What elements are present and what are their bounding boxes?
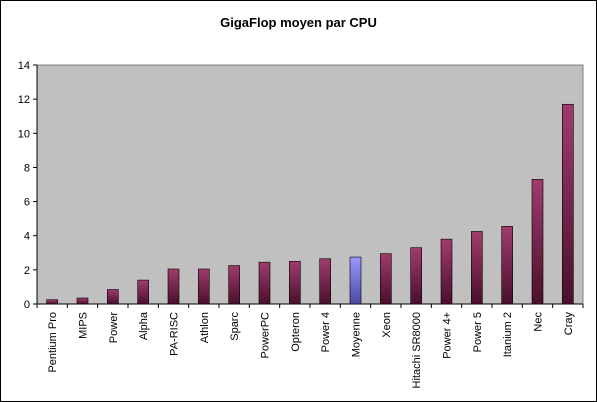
bars (46, 103, 574, 305)
x-tick-label: Opteron (290, 312, 302, 352)
x-tick-label: Nec (533, 312, 545, 332)
x-tick-label: Xeon (381, 312, 393, 338)
x-tick-label: Pentium Pro (47, 312, 59, 373)
y-tick-label: 6 (24, 197, 30, 209)
y-tick-label: 2 (24, 265, 30, 277)
x-tick-label: PowerPC (260, 312, 272, 359)
bar-pa-risc (167, 268, 180, 305)
x-tick-label: Cray (563, 312, 575, 336)
bar-sparc (228, 265, 240, 305)
bar-mips (76, 297, 89, 305)
bar-itanium-2 (501, 226, 513, 305)
y-tick-label: 14 (18, 60, 30, 72)
y-tick-label: 12 (18, 94, 30, 106)
chart-title: GigaFlop moyen par CPU (220, 15, 377, 30)
y-axis: 0 2 4 6 8 10 12 14 (18, 60, 38, 311)
x-tick-label: Moyenne (351, 312, 363, 357)
x-axis: Pentium Pro MIPS Power Alpha PA-RISC Athlon Sp… (36, 303, 584, 388)
x-tick-label: Sparc (229, 312, 241, 341)
bar-hitachi-sr8000 (410, 247, 422, 305)
x-tick-label: Itanium 2 (502, 312, 514, 357)
bar-opteron (289, 261, 301, 305)
x-tick-label: Power (108, 312, 120, 344)
x-tick-label: Alpha (138, 311, 150, 340)
bar-power-5 (471, 231, 483, 305)
x-tick-label: PA-RISC (169, 312, 181, 356)
bar-power-4 (319, 258, 331, 305)
bar-alpha (137, 279, 149, 305)
x-tick-label: MIPS (78, 312, 90, 339)
bar-athlon (198, 268, 210, 305)
y-tick-label: 8 (24, 162, 30, 174)
bar-xeon (380, 253, 392, 305)
bar-cray (562, 103, 574, 305)
bar-moyenne (349, 256, 362, 305)
bar-pentium-pro (46, 299, 58, 305)
plot-area (36, 64, 584, 305)
x-tick-label: Hitachi SR8000 (411, 312, 423, 388)
bar-nec (531, 179, 544, 305)
y-tick-label: 10 (18, 128, 30, 140)
x-tick-label: Power 4 (320, 312, 332, 352)
y-tick-label: 4 (24, 231, 30, 243)
bar-power (107, 289, 119, 305)
bar-powerpc (258, 261, 271, 305)
x-tick-label: Power 5 (472, 312, 484, 352)
bar-power-4- (440, 238, 453, 305)
x-tick-label: Athlon (199, 312, 211, 343)
x-tick-label: Power 4+ (442, 312, 454, 359)
y-tick-label: 0 (24, 299, 30, 311)
